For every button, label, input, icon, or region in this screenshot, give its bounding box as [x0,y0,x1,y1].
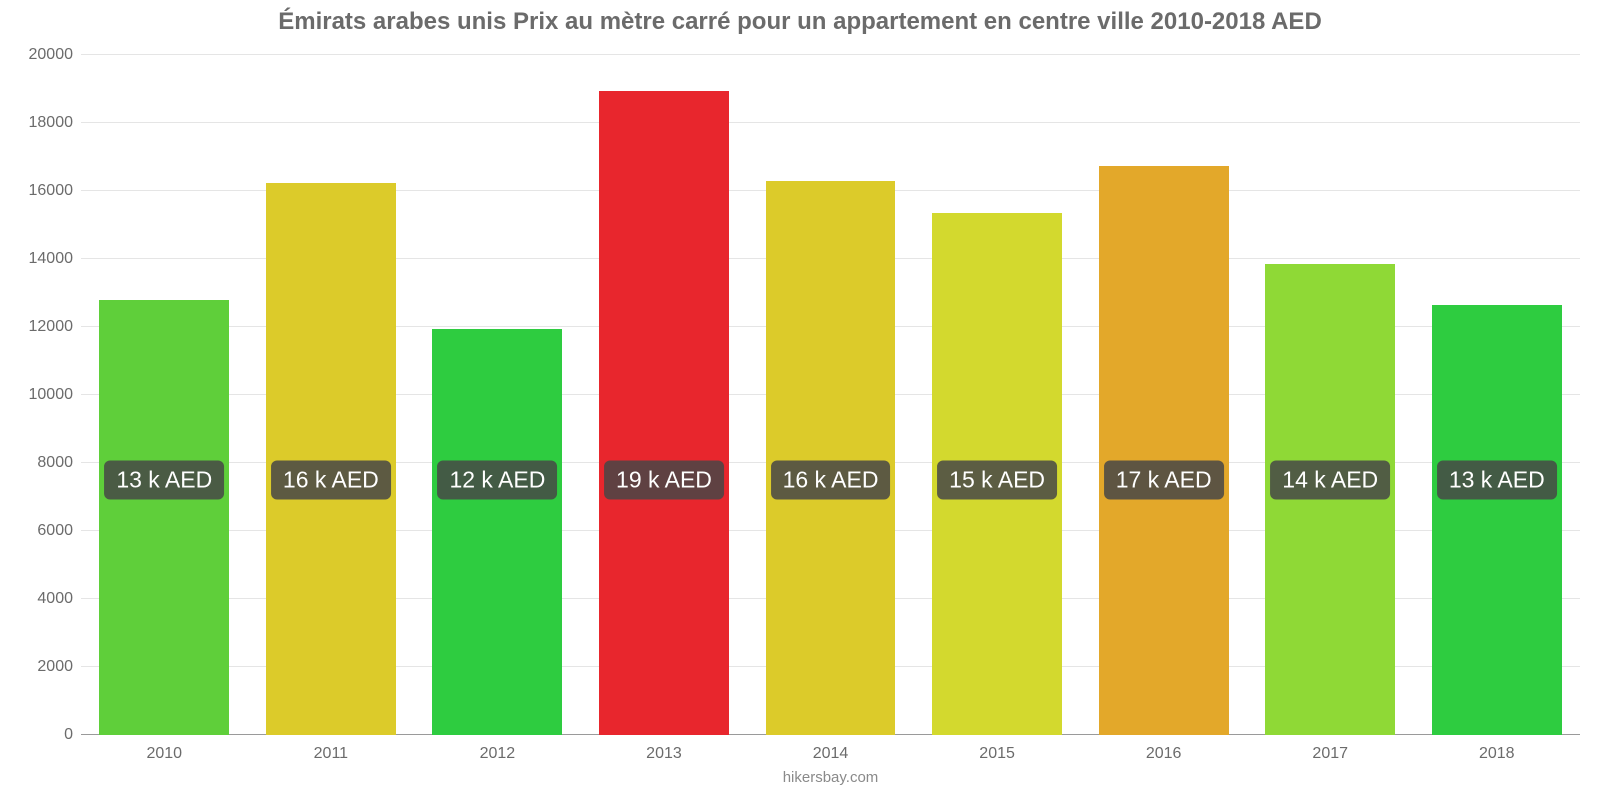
y-tick-label: 16000 [29,182,74,200]
bar [1432,305,1562,735]
bar-slot: 13 k AED2010 [81,55,248,735]
x-tick-label: 2016 [1146,745,1182,763]
bars-container: 13 k AED201016 k AED201112 k AED201219 k… [81,55,1580,735]
x-tick-label: 2013 [646,745,682,763]
y-tick-label: 14000 [29,250,74,268]
y-tick-label: 12000 [29,318,74,336]
bar [1099,166,1229,736]
x-tick-label: 2017 [1312,745,1348,763]
x-tick-label: 2010 [146,745,182,763]
x-tick-label: 2014 [813,745,849,763]
bar [766,181,896,735]
bar-slot: 19 k AED2013 [581,55,748,735]
y-tick-label: 2000 [37,658,73,676]
bar-slot: 16 k AED2014 [747,55,914,735]
bar [599,91,729,735]
plot-area: 13 k AED201016 k AED201112 k AED201219 k… [80,55,1580,735]
x-tick-label: 2018 [1479,745,1515,763]
x-tick-label: 2011 [314,745,348,763]
bar-slot: 17 k AED2016 [1080,55,1247,735]
bar-slot: 12 k AED2012 [414,55,581,735]
bar [932,213,1062,735]
y-tick-label: 10000 [29,386,74,404]
y-tick-label: 4000 [37,590,73,608]
x-tick-label: 2015 [979,745,1015,763]
bar-slot: 13 k AED2018 [1414,55,1581,735]
y-tick-label: 18000 [29,114,74,132]
bar [1265,264,1395,735]
bar-slot: 16 k AED2011 [248,55,415,735]
y-tick-label: 6000 [37,522,73,540]
x-tick-label: 2012 [480,745,516,763]
bar [266,183,396,736]
bar-slot: 15 k AED2015 [914,55,1081,735]
y-tick-label: 0 [64,726,73,744]
bar [432,329,562,735]
bar [99,300,229,735]
bar-slot: 14 k AED2017 [1247,55,1414,735]
y-tick-label: 8000 [37,454,73,472]
credit-text: hikersbay.com [783,769,879,786]
price-chart: Émirats arabes unis Prix au mètre carré … [0,0,1600,800]
y-tick-label: 20000 [29,46,74,64]
chart-title: Émirats arabes unis Prix au mètre carré … [0,8,1600,36]
